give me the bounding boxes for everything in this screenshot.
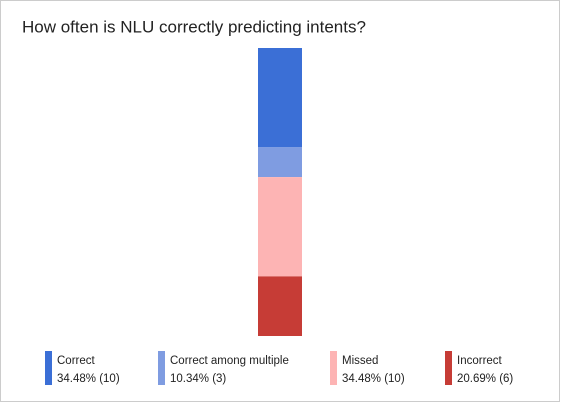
legend-swatch	[45, 351, 52, 385]
legend-value: 34.48% (10)	[57, 373, 120, 385]
legend-label: Incorrect	[457, 355, 503, 367]
chart-title: How often is NLU correctly predicting in…	[22, 17, 366, 36]
bar-segment	[258, 276, 302, 336]
legend-value: 10.34% (3)	[170, 373, 226, 385]
legend-label: Correct	[57, 355, 96, 367]
legend-label: Correct among multiple	[170, 355, 289, 367]
legend-swatch	[445, 351, 452, 385]
legend-swatch	[158, 351, 165, 385]
bar-segment	[258, 48, 302, 148]
legend-label: Missed	[342, 355, 378, 367]
legend-swatch	[330, 351, 337, 385]
legend-value: 20.69% (6)	[457, 373, 513, 385]
legend-value: 34.48% (10)	[342, 373, 405, 385]
bar-segment	[258, 147, 302, 178]
bar-segment	[258, 177, 302, 277]
